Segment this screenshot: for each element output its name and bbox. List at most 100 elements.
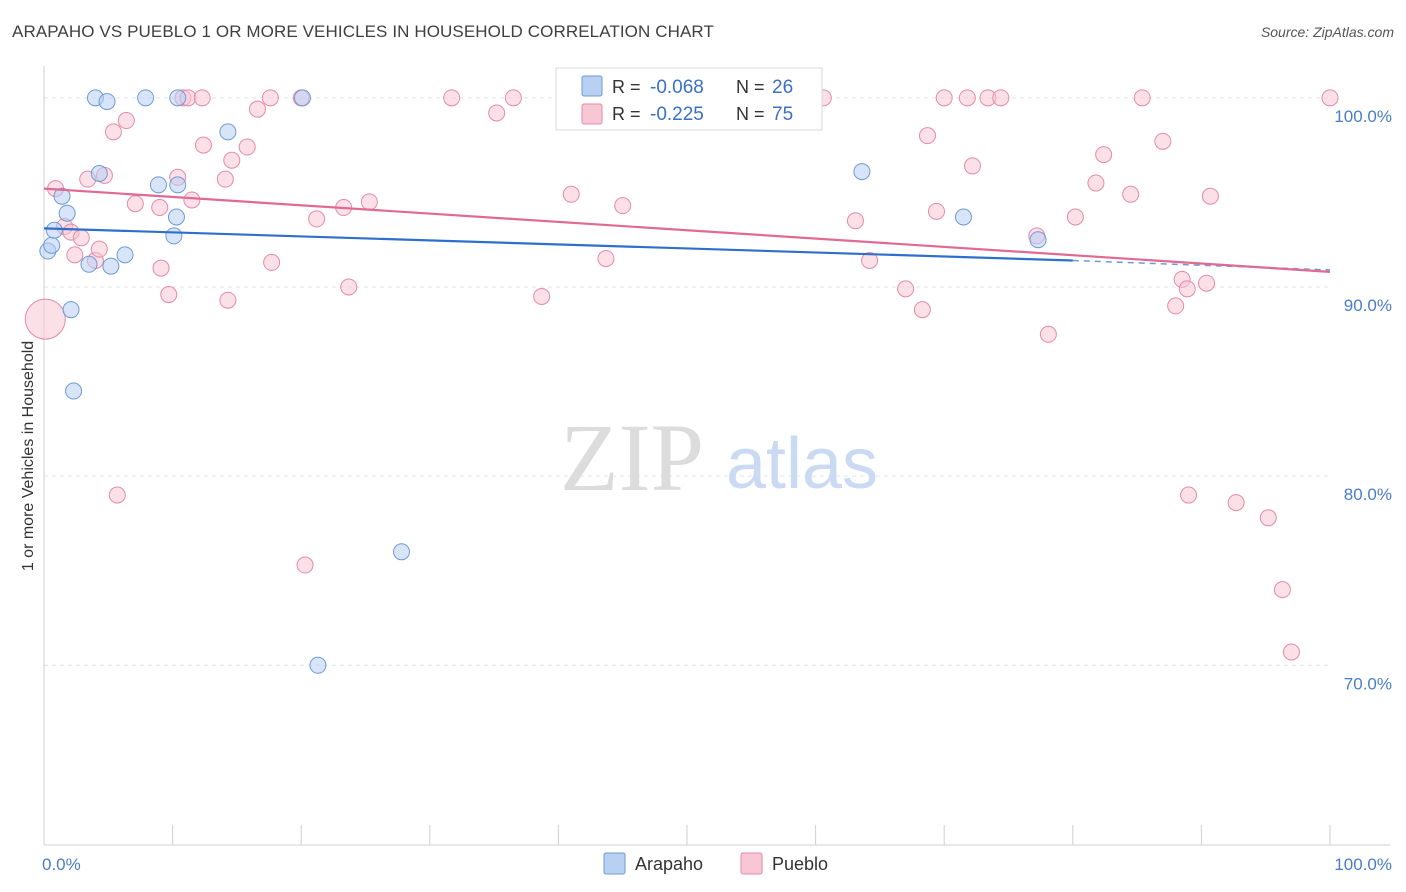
x-tick-label-1: 100.0%	[1334, 855, 1392, 874]
point-pueblo-4	[66, 246, 84, 264]
watermark-zip: ZIP	[560, 404, 704, 511]
y-tick-label-1: 90.0%	[1344, 296, 1392, 315]
trend-line-arapaho	[43, 227, 1073, 262]
point-pueblo-62	[1122, 185, 1140, 203]
point-pueblo-54	[963, 157, 981, 175]
point-arapaho-21	[309, 656, 327, 674]
point-pueblo-36	[443, 89, 461, 107]
point-pueblo-49	[913, 301, 931, 319]
point-pueblo-8	[90, 240, 108, 258]
point-pueblo-26	[238, 138, 256, 156]
point-pueblo-16	[160, 286, 178, 304]
point-arapaho-19	[219, 123, 237, 141]
point-pueblo-64	[1154, 132, 1172, 150]
point-arapaho-17	[167, 208, 185, 226]
y-tick-label-3: 70.0%	[1344, 674, 1392, 693]
point-pueblo-70	[1201, 187, 1219, 205]
point-pueblo-0	[24, 298, 66, 340]
point-arapaho-13	[137, 89, 155, 107]
source-label: Source: ZipAtlas.com	[1260, 24, 1394, 40]
legend-r-value-pueblo: -0.225	[650, 104, 704, 125]
point-arapaho-18	[169, 176, 187, 194]
point-pueblo-61	[1095, 146, 1113, 164]
trend-line-pueblo	[43, 187, 1331, 273]
point-pueblo-73	[1273, 581, 1291, 599]
point-arapaho-16	[165, 227, 183, 245]
point-pueblo-28	[261, 89, 279, 107]
point-arapaho-5	[62, 301, 80, 319]
axes	[43, 66, 1390, 846]
point-arapaho-7	[80, 255, 98, 273]
point-arapaho-24	[954, 208, 972, 226]
correlation-legend: R = -0.068 N = 26 R = -0.225 N = 75	[555, 67, 823, 131]
legend-n-value-pueblo: 75	[772, 104, 793, 125]
legend-r-label-pueblo: R =	[612, 104, 641, 124]
point-pueblo-14	[151, 199, 169, 217]
series-legend-label-arapaho: Arapaho	[635, 854, 703, 874]
point-pueblo-72	[1259, 509, 1277, 527]
point-pueblo-27	[248, 100, 266, 118]
point-pueblo-34	[340, 278, 358, 296]
point-arapaho-20	[293, 89, 311, 107]
y-axis-title: 1 or more Vehicles in Household	[20, 341, 37, 571]
point-pueblo-29	[263, 253, 281, 271]
point-arapaho-15	[149, 176, 167, 194]
point-pueblo-75	[1321, 89, 1339, 107]
point-arapaho-12	[98, 93, 116, 111]
point-pueblo-67	[1178, 280, 1196, 298]
legend-r-value-arapaho: -0.068	[650, 77, 704, 98]
point-pueblo-40	[562, 185, 580, 203]
point-pueblo-39	[533, 287, 551, 305]
point-arapaho-2	[45, 221, 63, 239]
point-pueblo-12	[117, 112, 135, 130]
legend-swatch-pueblo	[581, 103, 603, 125]
point-pueblo-24	[219, 291, 237, 309]
point-pueblo-38	[504, 89, 522, 107]
point-pueblo-21	[193, 89, 211, 107]
series-legend-label-pueblo: Pueblo	[772, 854, 828, 874]
legend-swatch-arapaho	[581, 75, 603, 97]
point-pueblo-52	[935, 89, 953, 107]
chart-title: ARAPAHO VS PUEBLO 1 OR MORE VEHICLES IN …	[12, 22, 714, 41]
point-pueblo-65	[1167, 297, 1185, 315]
series-legend-swatch-pueblo	[740, 852, 763, 875]
point-arapaho-25	[1029, 231, 1047, 249]
point-pueblo-58	[1039, 325, 1057, 343]
legend-n-value-arapaho: 26	[772, 77, 793, 98]
data-points	[24, 89, 1339, 674]
point-arapaho-1	[43, 236, 61, 254]
point-arapaho-9	[102, 257, 120, 275]
point-pueblo-5	[72, 229, 90, 247]
x-tick-label-0: 0.0%	[42, 855, 81, 874]
point-arapaho-6	[65, 382, 83, 400]
legend-n-label-pueblo: N =	[736, 104, 765, 124]
point-pueblo-53	[958, 89, 976, 107]
point-pueblo-74	[1282, 643, 1300, 661]
point-pueblo-48	[897, 280, 915, 298]
point-pueblo-71	[1227, 494, 1245, 512]
x-tick-labels: 0.0% 100.0%	[42, 855, 1392, 874]
point-pueblo-63	[1133, 89, 1151, 107]
point-pueblo-25	[223, 151, 241, 169]
point-pueblo-69	[1198, 274, 1216, 292]
point-arapaho-23	[853, 163, 871, 181]
point-arapaho-4	[58, 204, 76, 222]
point-pueblo-46	[846, 212, 864, 230]
point-pueblo-60	[1087, 174, 1105, 192]
point-pueblo-50	[918, 127, 936, 145]
point-arapaho-10	[116, 246, 134, 264]
point-pueblo-31	[296, 556, 314, 574]
trend-lines	[43, 187, 1331, 273]
watermark-atlas: atlas	[726, 424, 878, 504]
point-arapaho-3	[53, 187, 71, 205]
legend-n-label-arapaho: N =	[736, 77, 765, 97]
point-pueblo-68	[1180, 486, 1198, 504]
y-tick-label-2: 80.0%	[1344, 485, 1392, 504]
point-pueblo-41	[597, 250, 615, 268]
point-pueblo-15	[152, 259, 170, 277]
point-arapaho-22	[393, 543, 411, 561]
point-pueblo-35	[360, 193, 378, 211]
y-tick-labels: 100.0% 90.0% 80.0% 70.0%	[1334, 107, 1392, 693]
point-pueblo-42	[614, 197, 632, 215]
